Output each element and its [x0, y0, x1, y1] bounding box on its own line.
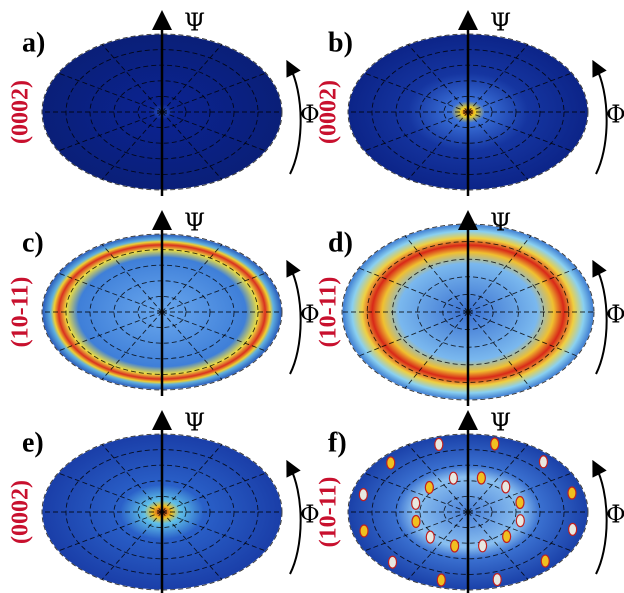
panel: ΨΦa)(0002) [8, 9, 320, 197]
spot [516, 515, 524, 527]
spot [360, 525, 368, 537]
spot [359, 489, 367, 501]
plane-label: (0002) [8, 80, 34, 144]
spot [539, 456, 547, 468]
plane-label: (10-11) [8, 277, 34, 348]
plane-label: (10-11) [316, 477, 342, 548]
spot [435, 438, 443, 450]
spot [541, 555, 549, 567]
spot [451, 540, 459, 552]
plane-label: (0002) [8, 480, 34, 544]
phi-label: Φ [606, 301, 624, 329]
spot [425, 481, 433, 493]
spot [516, 497, 524, 509]
panel: Ψ Φb) (0002) [316, 9, 624, 197]
phi-label: Φ [606, 501, 624, 529]
spot [568, 487, 576, 499]
psi-label: Ψ [490, 409, 511, 437]
panel-label: c) [22, 227, 44, 258]
plane-label: (0002) [316, 80, 342, 144]
psi-label: Ψ [184, 9, 205, 37]
page: {"panels": [ {"label": "a)", "plane": "(… [0, 0, 624, 593]
spot [503, 531, 511, 543]
spot [569, 523, 577, 535]
panel-label: a) [22, 27, 45, 58]
panel-label: b) [328, 27, 353, 58]
psi-label: Ψ [490, 209, 511, 237]
spot [493, 574, 501, 586]
spot [477, 472, 485, 484]
psi-label: Ψ [490, 9, 511, 37]
spot [426, 531, 434, 543]
panel: ΨΦe)(0002) [8, 409, 320, 593]
spot [412, 497, 420, 509]
phi-label: Φ [606, 101, 624, 129]
psi-label: Ψ [184, 409, 205, 437]
spot [491, 438, 499, 450]
panel: Ψ Φd) (10-11) [316, 209, 624, 407]
panel: ΨΦc)(10-11) [8, 209, 320, 397]
panel-label: f) [328, 427, 347, 458]
psi-label: Ψ [184, 209, 205, 237]
spot [387, 457, 395, 469]
panel-label: d) [328, 227, 353, 258]
spot [412, 515, 420, 527]
spot [502, 481, 510, 493]
spot [437, 574, 445, 586]
plane-label: (10-11) [316, 277, 342, 348]
spot [389, 556, 397, 568]
panel-label: e) [22, 427, 44, 458]
spot [479, 540, 487, 552]
spot [449, 472, 457, 484]
figure: ΨΦa)(0002)ΨΦb)(0002)ΨΦc)(10-11)ΨΦd)(10-1… [0, 0, 624, 593]
panel: Ψ Φf) (10-11) [316, 409, 624, 593]
